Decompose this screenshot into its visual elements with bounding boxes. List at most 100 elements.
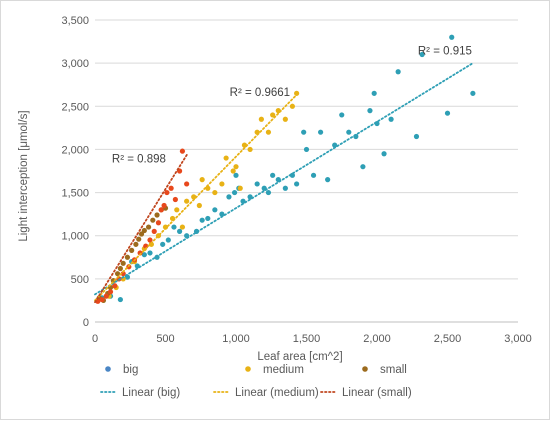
- y-tick-label: 1,000: [61, 231, 89, 243]
- data-point-big: [301, 129, 307, 135]
- data-points: [95, 34, 476, 304]
- data-point-unlabeled: [151, 228, 157, 234]
- data-point-big: [219, 211, 225, 217]
- y-tick-label: 500: [71, 274, 89, 286]
- y-tick-label: 2,000: [61, 144, 89, 156]
- data-point-small: [117, 265, 123, 272]
- data-point-medium: [289, 103, 295, 109]
- data-point-medium: [233, 164, 239, 170]
- data-point-medium: [199, 177, 205, 183]
- x-axis-title: Leaf area [cm^2]: [257, 351, 342, 363]
- r2-label: R² = 0.9661: [230, 87, 290, 99]
- data-point-medium: [258, 116, 264, 122]
- data-point-small: [154, 212, 160, 218]
- legend-label: small: [380, 364, 407, 376]
- data-point-big: [371, 90, 377, 96]
- data-point-medium: [270, 112, 276, 118]
- data-point-unlabeled: [172, 196, 178, 203]
- data-point-unlabeled: [161, 202, 167, 209]
- data-point-big: [165, 237, 171, 243]
- data-point-medium: [179, 224, 186, 230]
- data-point-small: [129, 247, 135, 253]
- data-point-medium: [212, 189, 218, 196]
- data-point-big: [381, 151, 387, 157]
- data-point-unlabeled: [164, 189, 170, 196]
- data-point-medium: [196, 202, 202, 209]
- data-point-big: [360, 164, 366, 170]
- data-point-big: [117, 296, 123, 303]
- data-point-big: [303, 146, 310, 153]
- x-tick-label: 500: [156, 333, 174, 345]
- data-point-medium: [247, 146, 253, 153]
- x-tick-label: 2,000: [363, 333, 391, 345]
- data-point-medium: [265, 129, 272, 135]
- data-point-small: [136, 236, 142, 242]
- data-point-big: [254, 181, 260, 187]
- y-tick-label: 0: [83, 317, 89, 329]
- data-point-small: [133, 241, 139, 247]
- y-tick-label: 2,500: [61, 101, 89, 113]
- y-tick-label: 3,500: [61, 15, 89, 27]
- data-point-big: [310, 172, 317, 178]
- data-point-big: [339, 112, 345, 118]
- data-point-small: [145, 224, 152, 230]
- data-point-big: [233, 172, 239, 178]
- data-point-big: [160, 241, 166, 247]
- x-tick-label: 1,000: [222, 333, 250, 345]
- data-point-big: [419, 51, 425, 58]
- data-point-big: [294, 181, 300, 187]
- data-point-unlabeled: [155, 220, 162, 226]
- data-point-big: [395, 69, 401, 75]
- data-point-medium: [219, 181, 225, 187]
- data-point-big: [470, 90, 476, 96]
- data-point-big: [367, 108, 373, 114]
- data-point-medium: [230, 168, 236, 174]
- data-point-big: [388, 116, 394, 122]
- data-point-unlabeled: [158, 207, 164, 213]
- x-tick-label: 0: [92, 333, 98, 345]
- data-point-small: [114, 271, 121, 277]
- data-point-big: [171, 224, 177, 230]
- data-point-small: [124, 254, 131, 260]
- legend-label: medium: [263, 364, 304, 376]
- axes: 0 500 1,000 1,500 2,000 2,500 3,000 3,500 0 500 1,…: [61, 15, 531, 345]
- data-point-medium: [205, 185, 211, 191]
- data-point-medium: [174, 207, 180, 213]
- data-point-big: [212, 207, 218, 213]
- data-point-unlabeled: [168, 185, 174, 191]
- data-point-big: [205, 215, 211, 222]
- data-point-unlabeled: [179, 148, 186, 154]
- x-tick-label: 3,000: [504, 333, 532, 345]
- trendline: [94, 62, 474, 296]
- data-point-unlabeled: [184, 181, 190, 187]
- legend: big medium small Linear (big) Linear (medium…: [100, 364, 412, 399]
- legend-marker: [245, 366, 251, 372]
- data-point-big: [199, 217, 205, 223]
- r2-labels: R² = 0.915 R² = 0.9661 R² = 0.898: [112, 46, 472, 166]
- data-point-medium: [237, 185, 243, 191]
- data-point-big: [318, 129, 324, 135]
- trendlines: [94, 62, 474, 304]
- legend-label: Linear (small): [342, 387, 412, 399]
- legend-label: big: [123, 364, 138, 376]
- data-point-medium: [223, 155, 229, 161]
- data-point-unlabeled: [107, 289, 114, 295]
- data-point-big: [325, 177, 331, 183]
- data-point-big: [449, 34, 455, 40]
- legend-marker: [105, 366, 111, 372]
- data-point-unlabeled: [99, 296, 105, 303]
- data-point-big: [282, 185, 288, 191]
- data-point-medium: [191, 194, 197, 200]
- data-point-medium: [148, 241, 154, 247]
- data-point-big: [141, 252, 147, 258]
- legend-label: Linear (medium): [235, 387, 319, 399]
- data-point-big: [177, 228, 183, 234]
- data-point-unlabeled: [120, 271, 126, 277]
- data-point-unlabeled: [103, 293, 109, 299]
- data-point-small: [138, 231, 145, 237]
- data-point-small: [150, 217, 156, 223]
- x-tick-label: 1,500: [293, 333, 321, 345]
- data-point-big: [444, 110, 451, 116]
- data-point-big: [413, 133, 420, 140]
